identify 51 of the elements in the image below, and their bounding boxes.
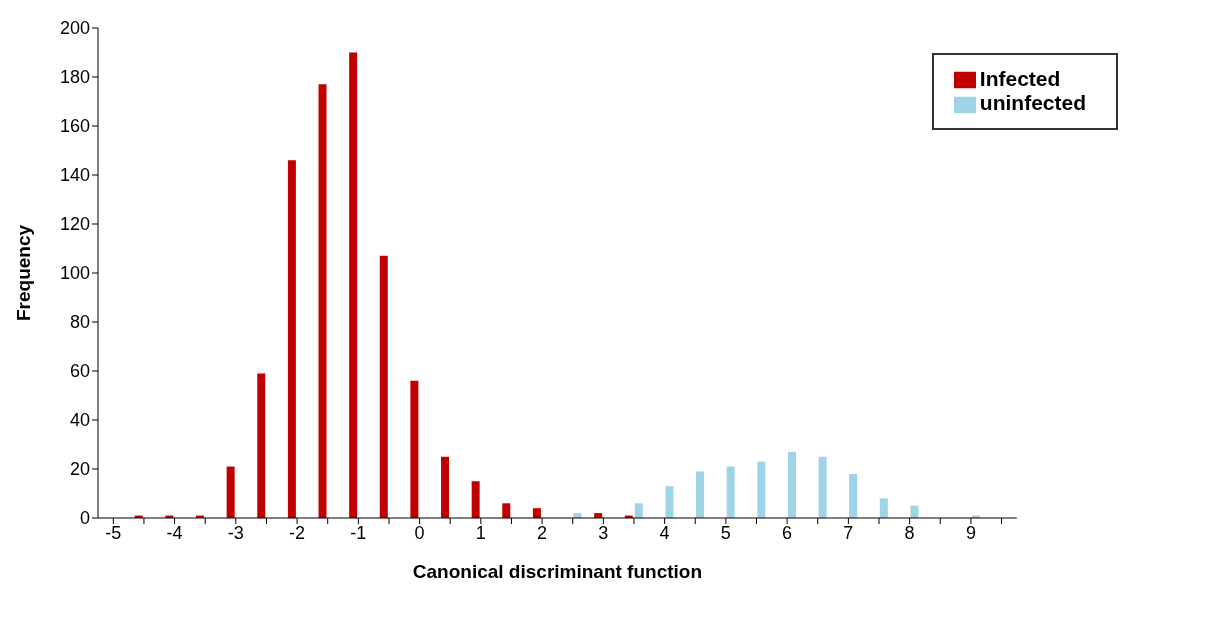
bar: [849, 473, 858, 518]
y-tick-label: 40: [69, 410, 90, 431]
x-tick-label: -3: [227, 522, 244, 543]
bar: [471, 481, 480, 518]
y-tick-label: 80: [69, 312, 90, 333]
bar: [502, 503, 511, 518]
x-tick-label: 2: [537, 522, 548, 543]
x-tick-label: 8: [904, 522, 915, 543]
x-tick-label: -1: [350, 522, 367, 543]
y-tick-label: 160: [59, 116, 90, 137]
x-tick-label: 5: [720, 522, 731, 543]
bar: [665, 486, 674, 518]
x-axis-title: Canonical discriminant function: [412, 561, 703, 582]
bar: [257, 373, 266, 518]
bar: [910, 505, 919, 518]
x-tick-label: 7: [843, 522, 854, 543]
bar: [349, 52, 358, 518]
y-tick-label: 140: [59, 165, 90, 186]
bar: [410, 380, 419, 518]
x-tick-label: 1: [475, 522, 486, 543]
y-tick-label: 60: [69, 361, 90, 382]
bar: [696, 471, 705, 518]
x-tick-label: -4: [166, 522, 183, 543]
bar: [818, 456, 827, 518]
x-tick-label: 3: [598, 522, 609, 543]
x-tick-label: 6: [782, 522, 793, 543]
bar: [757, 461, 766, 518]
bar: [787, 451, 796, 518]
y-tick-label: 100: [59, 263, 90, 284]
bar: [441, 456, 450, 518]
y-tick-label: 0: [79, 508, 90, 529]
x-tick-label: 0: [414, 522, 425, 543]
x-tick-label: -5: [105, 522, 122, 543]
bar: [532, 508, 541, 518]
bar: [287, 160, 296, 518]
bar: [634, 503, 643, 518]
bar: [226, 466, 235, 518]
legend-label: uninfected: [979, 91, 1086, 115]
x-tick-label: 4: [659, 522, 670, 543]
x-tick-label: 9: [965, 522, 976, 543]
x-tick-label: -2: [289, 522, 306, 543]
y-axis-title: Frequency: [12, 224, 34, 322]
legend-label: Infected: [979, 67, 1061, 90]
y-tick-label: 200: [59, 18, 90, 39]
y-tick-label: 180: [59, 67, 90, 88]
bar: [379, 255, 388, 518]
y-tick-label: 120: [59, 214, 90, 235]
bar: [726, 466, 735, 518]
bar: [318, 84, 327, 518]
bar: [879, 498, 888, 518]
y-tick-label: 20: [69, 459, 90, 480]
